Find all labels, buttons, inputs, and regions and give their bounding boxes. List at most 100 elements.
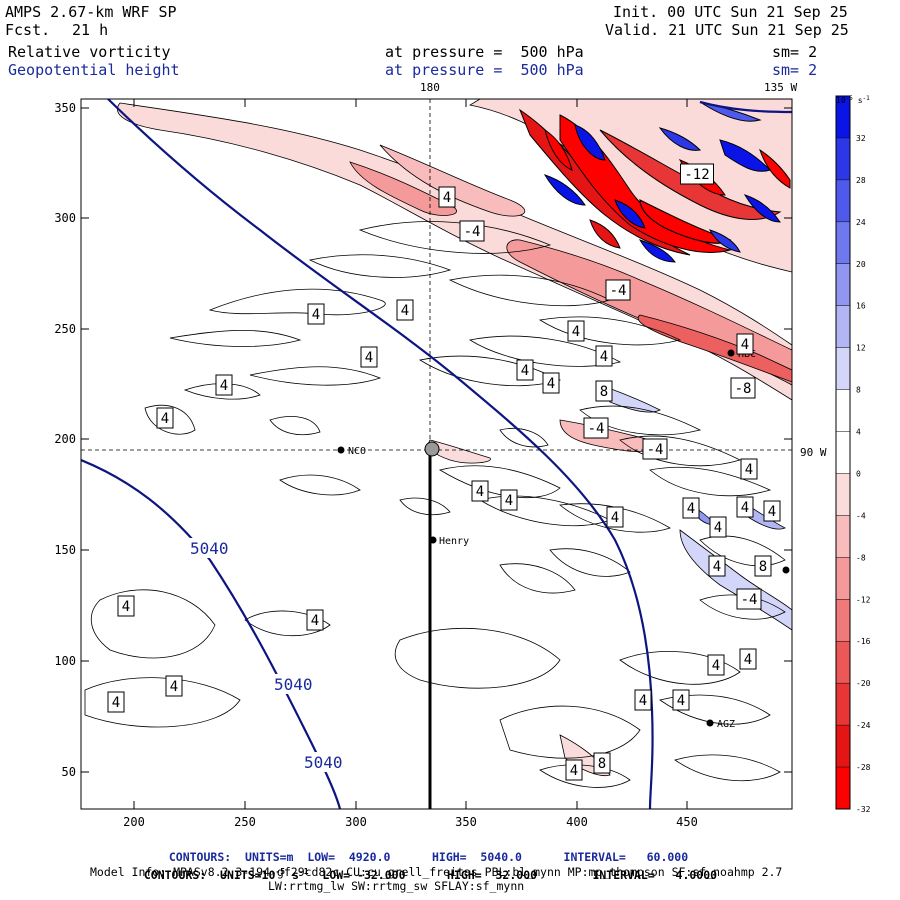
vorticity-label: 4 (112, 695, 120, 711)
vorticity-label-box (542, 372, 560, 394)
vorticity-label-box (642, 438, 668, 460)
vorticity-label: 4 (476, 484, 484, 500)
vorticity-label-box (459, 220, 485, 242)
colorbar-frame (835, 95, 851, 810)
vorticity-label: -8 (735, 381, 752, 397)
field2-name: Geopotential height (8, 61, 180, 79)
x-tick-label: 350 (455, 815, 477, 829)
height-label: 5040 (304, 753, 343, 772)
colorbar-label: -4 (856, 511, 866, 520)
vorticity-label-box (709, 516, 727, 538)
vorticity-label: 4 (639, 693, 647, 709)
init-time: Init. 00 UTC Sun 21 Sep 25 (613, 3, 848, 21)
vorticity-label-box (471, 480, 489, 502)
vorticity-label-box (567, 320, 585, 342)
vorticity-label-box (672, 689, 690, 711)
footer-vort-sup1: -5 (275, 867, 286, 876)
colorbar-swatch (836, 305, 850, 348)
colorbar-swatch (836, 683, 850, 726)
colorbar-label: -16 (856, 637, 871, 646)
vorticity-label: 4 (611, 510, 619, 526)
vorticity-label-box (736, 496, 754, 518)
footer-vort-interval: INTERVAL= 4.0000 (592, 867, 718, 882)
colorbar-label: 0 (856, 469, 861, 478)
colorbar-label: 12 (856, 344, 866, 353)
vorticity-label: 4 (741, 337, 749, 353)
colorbar-swatch (836, 389, 850, 432)
vorticity-label: 4 (170, 679, 178, 695)
vorticity-label-box (682, 497, 700, 519)
colorbar-label: 20 (856, 260, 866, 269)
footer-vort-units: CONTOURS: UNITS=10 (143, 867, 276, 882)
colorbar-label: -8 (856, 553, 866, 562)
colorbar-label: -12 (856, 595, 871, 604)
y-tick-label: 200 (54, 432, 76, 446)
vorticity-label: 4 (744, 652, 752, 668)
vorticity-label: 4 (572, 324, 580, 340)
colorbar-swatch (836, 641, 850, 684)
vorticity-label: -4 (464, 224, 481, 240)
colorbar-swatch (836, 515, 850, 558)
vorticity-label-box (708, 555, 726, 577)
vorticity-label-box (438, 186, 456, 208)
colorbar-swatch (836, 725, 850, 768)
footer-height-line: CONTOURS: UNITS=m LOW= 4920.0 HIGH= 5040… (155, 838, 688, 864)
vorticity-label: 4 (677, 693, 685, 709)
footer-vort-low: LOW= -32.000 (308, 867, 406, 882)
model-title: AMPS 2.67-km WRF SP (5, 3, 177, 21)
vorticity-label-box (736, 588, 762, 610)
vorticity-label-box (707, 654, 725, 676)
colorbar-label: 8 (856, 386, 861, 395)
vorticity-label: 4 (768, 504, 776, 520)
colorbar-label: 4 (856, 428, 861, 437)
vorticity-label-box (306, 609, 324, 631)
vorticity-label: 4 (311, 613, 319, 629)
vorticity-label-box (593, 752, 611, 774)
vorticity-label-box (516, 359, 534, 381)
vorticity-label-box (739, 648, 757, 670)
colorbar-swatch (836, 557, 850, 600)
vorticity-label-box (754, 555, 772, 577)
vorticity-label: -12 (684, 167, 709, 183)
height-label: 5040 (274, 675, 313, 694)
y-tick-label: 100 (54, 654, 76, 668)
footer-height-high: HIGH= 5040.0 (431, 850, 522, 864)
vorticity-label: 4 (600, 349, 608, 365)
vorticity-label: 4 (161, 411, 169, 427)
vorticity-label: 4 (570, 763, 578, 779)
vorticity-label-box (360, 346, 378, 368)
x-tick-label: 450 (676, 815, 698, 829)
vorticity-label: -4 (741, 592, 758, 608)
station-agz-dot (706, 719, 714, 727)
field1-level: at pressure = 500 hPa (385, 43, 584, 61)
vorticity-labels: 4 4 4 4 4 4 4 4 4 4 4 4 4 4 4 4 4 4 4 4 4 4 4 4 4 4 4 4 8 8 8 -4 -4 -4 -4 -… (107, 163, 781, 781)
forecast-label: Fcst. (5, 21, 51, 39)
colorbar-swatch (836, 179, 850, 222)
vorticity-label-box (307, 303, 325, 325)
vorticity-label: 8 (598, 756, 606, 772)
colorbar-label: 28 (856, 176, 866, 185)
vorticity-label-box (730, 377, 756, 399)
field2-smoothing: sm= 2 (772, 61, 818, 79)
y-tick-label: 50 (62, 765, 76, 779)
longitude-180-label: 180 (420, 81, 440, 94)
vorticity-label-box (117, 595, 135, 617)
vorticity-label-box (583, 417, 609, 439)
vorticity-label: 4 (712, 658, 720, 674)
plot-frame (80, 98, 793, 810)
footer-physics-info: LW:rrtmg_lw SW:rrtmg_sw SFLAY:sf_mynn (268, 879, 525, 893)
longitude-90w-label: 90 W (800, 446, 827, 459)
vorticity-label-box (396, 299, 414, 321)
field1-smoothing: sm= 2 (772, 43, 818, 61)
vorticity-label-box (107, 691, 125, 713)
vorticity-label: 4 (741, 500, 749, 516)
footer-vort-sup2: -1 (298, 867, 309, 876)
colorbar-label: -24 (856, 721, 871, 730)
vorticity-label-box (740, 458, 758, 480)
vorticity-label: 8 (600, 384, 608, 400)
station-nco-dot (337, 446, 345, 454)
colorbar-swatch (836, 599, 850, 642)
colorbar-label: 32 (856, 134, 866, 143)
field1-name: Relative vorticity (8, 43, 171, 61)
